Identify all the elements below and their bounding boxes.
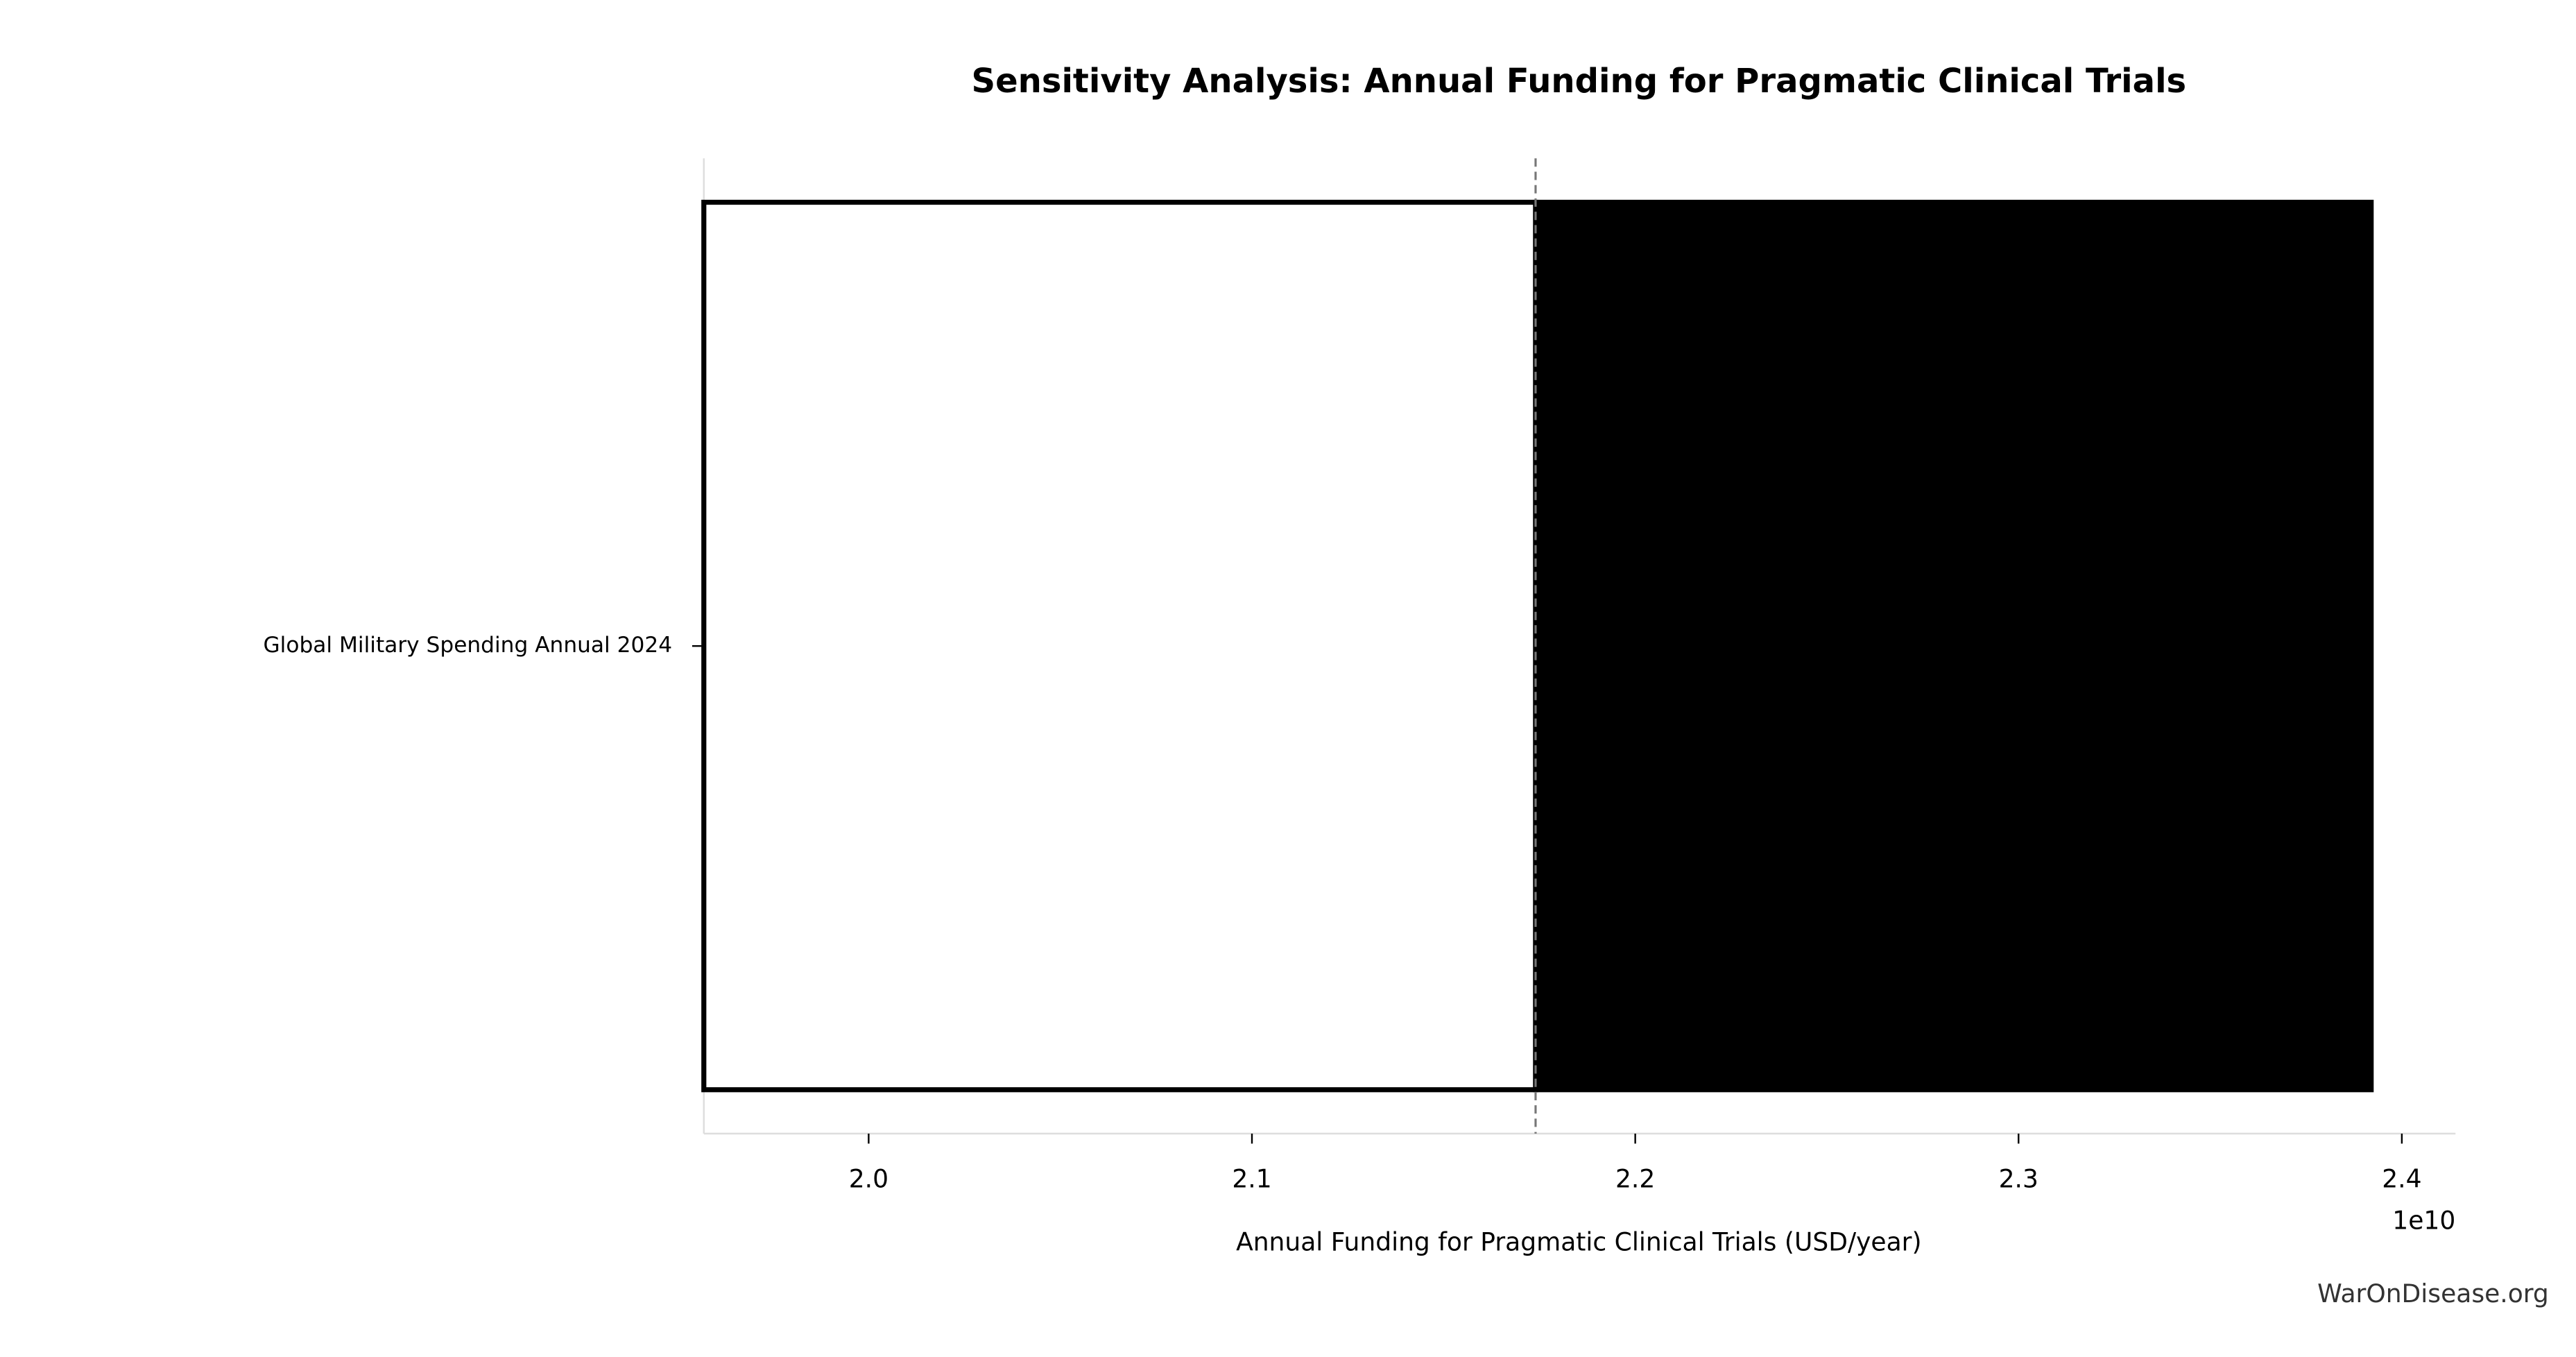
x-tick-label: 2.1	[1232, 1165, 1271, 1193]
x-tick-label: 2.0	[849, 1165, 888, 1193]
x-tick-label: 2.4	[2382, 1165, 2421, 1193]
x-offset-label: 1e10	[2392, 1206, 2455, 1235]
low-bar	[701, 199, 1538, 1093]
x-tick-label: 2.2	[1615, 1165, 1655, 1193]
watermark: WarOnDisease.org	[2317, 1280, 2549, 1308]
x-tick-label: 2.3	[1999, 1165, 2038, 1193]
high-bar	[1533, 199, 2374, 1093]
chart-title: Sensitivity Analysis: Annual Funding for…	[971, 62, 2186, 101]
y-tick-label: Global Military Spending Annual 2024	[264, 633, 673, 658]
x-axis-label: Annual Funding for Pragmatic Clinical Tr…	[1236, 1229, 1921, 1257]
